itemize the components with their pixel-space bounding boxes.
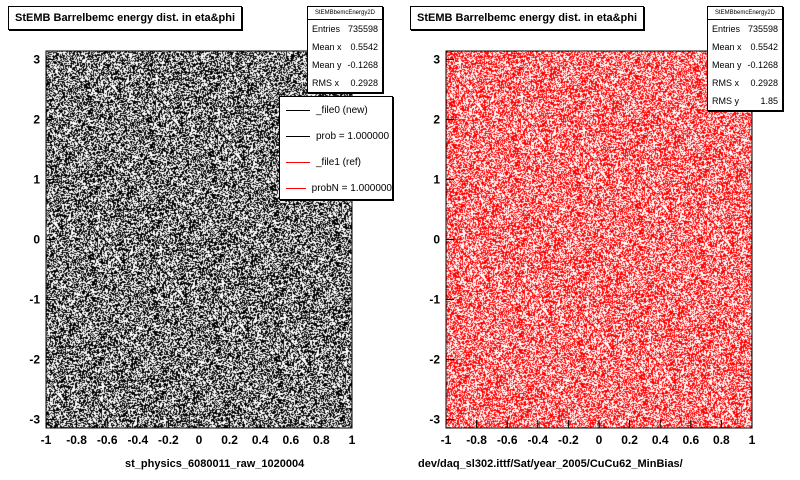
left-y-tick-label: 1 (33, 172, 40, 186)
legend-line-marker (286, 109, 310, 111)
left-legend: _file0 (new) prob = 1.000000 _file1 (ref) p… (279, 96, 393, 200)
left-x-tick-label: -0.6 (97, 433, 118, 447)
right-stats-row: Mean x 0.5542 (708, 38, 782, 56)
legend-entry: _file0 (new) (280, 97, 392, 123)
left-stats-row: RMS x 0.2928 (308, 74, 382, 92)
left-stats-value: 0.5542 (350, 42, 378, 52)
legend-label: prob = 1.000000 (316, 130, 390, 142)
left-stats-label: Entries (312, 24, 341, 34)
left-x-tick-label: -0.2 (158, 433, 179, 447)
left-x-tick-label: 1 (349, 433, 356, 447)
right-stats-row: Mean y -0.1268 (708, 56, 782, 74)
left-stats-value: 0.2928 (350, 78, 378, 88)
left-x-tick-label: 0.4 (252, 433, 269, 447)
right-stats-label: Mean x (712, 42, 742, 52)
left-y-tick-label: 2 (33, 112, 40, 126)
left-stats-label: Mean x (312, 42, 342, 52)
left-stats-row: Mean x 0.5542 (308, 38, 382, 56)
left-y-tick-label: 3 (33, 52, 40, 66)
left-y-tick-label: -1 (29, 293, 40, 307)
left-x-tick-label: -0.4 (127, 433, 148, 447)
right-footer-label: dev/daq_sl302.ittf/Sat/year_2005/CuCu62_… (418, 458, 683, 470)
legend-entry: _file1 (ref) (280, 149, 392, 175)
right-stats-value: 1.85 (760, 96, 778, 106)
right-stats-label: RMS x (712, 78, 739, 88)
left-y-tick-label: 0 (33, 233, 40, 247)
left-stats-row: Mean y -0.1268 (308, 56, 382, 74)
left-x-tick-label: 0.6 (282, 433, 299, 447)
right-stats-label: Mean y (712, 60, 742, 70)
legend-entry: probN = 1.000000 (280, 175, 392, 199)
right-stats-label: RMS y (712, 96, 739, 106)
legend-line-marker (286, 135, 310, 137)
right-stats-value: 735598 (747, 24, 778, 34)
right-chart-title: StEMB Barrelbemc energy dist. in eta&phi (410, 6, 645, 30)
left-stats-label: RMS x (312, 78, 339, 88)
left-y-tick-label: -2 (29, 353, 40, 367)
left-stats-value: 735598 (347, 24, 378, 34)
left-x-tick-label: -0.8 (66, 433, 87, 447)
left-x-tick-label: 0.8 (313, 433, 330, 447)
left-stats-label: Mean y (312, 60, 342, 70)
right-stats-value: 0.2928 (750, 78, 778, 88)
left-x-tick-label: 0 (196, 433, 203, 447)
left-x-tick-label: -1 (41, 433, 52, 447)
right-stats-row: RMS x 0.2928 (708, 74, 782, 92)
left-x-tick-label: 0.2 (221, 433, 238, 447)
right-stats-label: Entries (712, 24, 741, 34)
legend-entry: prob = 1.000000 (280, 123, 392, 149)
legend-label: probN = 1.000000 (311, 182, 392, 194)
left-stats-header: StEMBbemcEnergy2D (308, 7, 382, 20)
legend-label: _file0 (new) (316, 104, 368, 116)
legend-line-marker (286, 161, 310, 163)
left-footer-label: st_physics_6080011_raw_1020004 (125, 458, 305, 470)
left-stats-value: -0.1268 (347, 60, 378, 70)
right-stats-row: RMS y 1.85 (708, 92, 782, 110)
left-stats-row: Entries 735598 (308, 20, 382, 38)
legend-label: _file1 (ref) (316, 156, 362, 168)
right-stats-box: StEMBbemcEnergy2D Entries 735598 Mean x 0.5… (707, 6, 783, 111)
legend-line-marker (286, 187, 306, 189)
left-stats-box: StEMBbemcEnergy2D Entries 735598 Mean x 0.5… (307, 6, 383, 93)
right-stats-header: StEMBbemcEnergy2D (708, 7, 782, 20)
right-stats-value: 0.5542 (750, 42, 778, 52)
right-stats-row: Entries 735598 (708, 20, 782, 38)
right-stats-value: -0.1268 (747, 60, 778, 70)
left-y-tick-label: -3 (29, 413, 40, 427)
left-chart-title: StEMB Barrelbemc energy dist. in eta&phi (8, 6, 243, 30)
